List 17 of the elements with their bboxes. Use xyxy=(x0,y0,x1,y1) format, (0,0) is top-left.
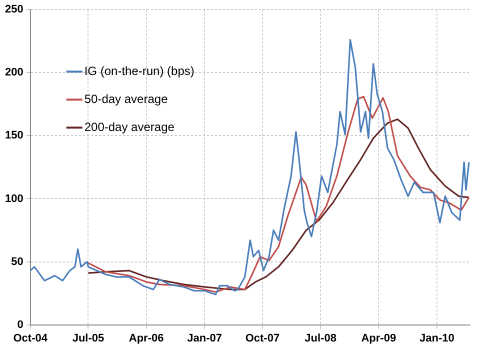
x-tick-label: Oct-04 xyxy=(13,332,48,344)
x-tick-label: Jan-07 xyxy=(187,332,222,344)
x-tick-label: Jan-10 xyxy=(420,332,454,344)
y-tick-label: 150 xyxy=(4,130,24,142)
x-tick-label: Apr-06 xyxy=(128,332,164,344)
legend-label: 50-day average xyxy=(84,92,168,106)
y-tick-label: 0 xyxy=(17,318,24,331)
y-tick-label: 100 xyxy=(4,192,24,205)
x-tick-label: Jul-08 xyxy=(304,332,336,344)
legend-label: 200-day average xyxy=(84,120,175,134)
y-tick-label: 200 xyxy=(4,66,24,79)
x-tick-label: Apr-09 xyxy=(361,332,396,344)
y-tick-label: 50 xyxy=(11,256,24,268)
x-tick-label: Jul-05 xyxy=(72,332,104,344)
y-tick-label: 250 xyxy=(4,4,24,16)
legend-label: IG (on-the-run) (bps) xyxy=(84,64,194,78)
x-tick-label: Oct-07 xyxy=(245,332,280,344)
